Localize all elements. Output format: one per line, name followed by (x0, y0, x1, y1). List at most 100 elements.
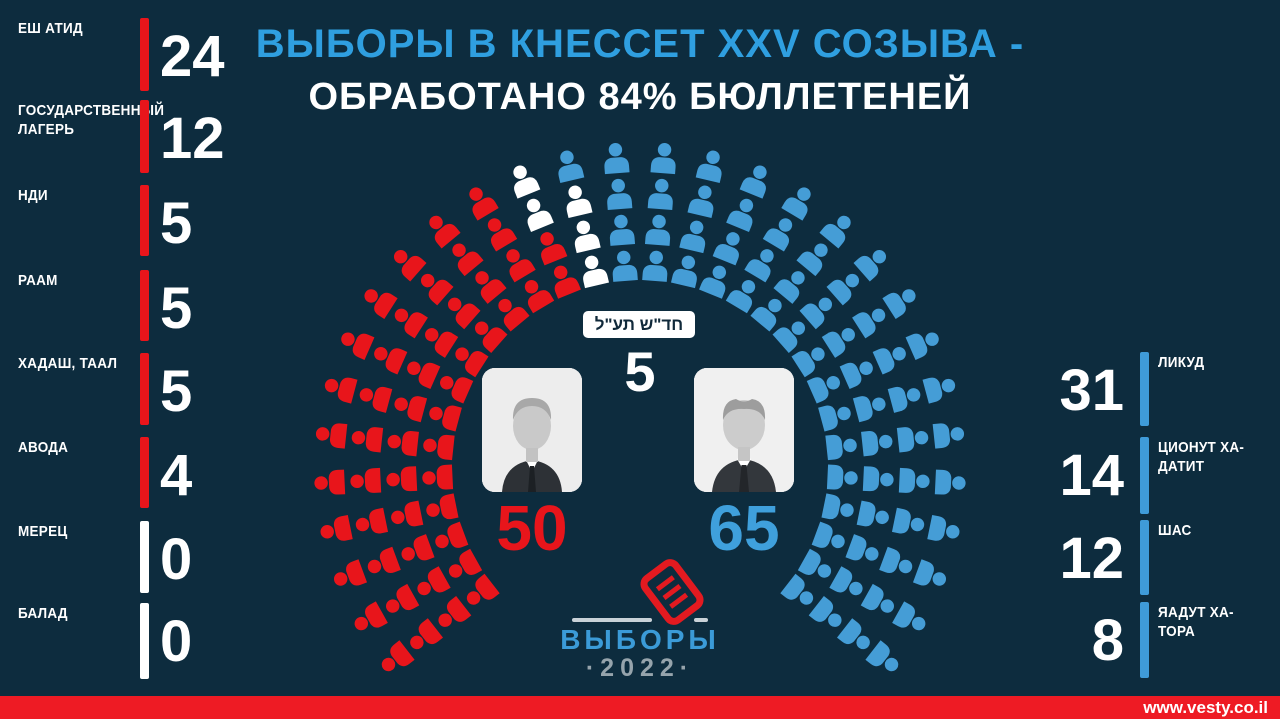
person-seat-icon (533, 228, 568, 266)
person-seat-icon (313, 469, 346, 496)
seat-bar (140, 521, 149, 593)
party-row-likud: 31 ЛИКУД (1030, 352, 1280, 442)
person-seat-icon (725, 274, 763, 314)
party-name: ЦИОНУТ ХА-ДАТИТ (1158, 439, 1245, 475)
person-seat-icon (927, 514, 962, 546)
person-seat-icon (460, 573, 500, 612)
party-name: ЯАДУТ ХА-ТОРА (1158, 604, 1234, 640)
person-seat-icon (647, 177, 675, 211)
person-seat-icon (468, 264, 507, 304)
person-seat-icon (350, 424, 384, 453)
person-seat-icon (679, 218, 711, 254)
person-seat-icon (905, 325, 944, 360)
logo-year-text: ·2022· (585, 654, 695, 682)
party-name: ГОСУДАРСТВЕННЫЙ ЛАГЕРЬ (18, 102, 165, 138)
person-seat-icon (739, 161, 774, 199)
person-seat-icon (891, 507, 927, 538)
seat-bar (1140, 602, 1149, 678)
person-seat-icon (349, 601, 388, 638)
person-seat-icon (799, 290, 839, 330)
person-seat-icon (423, 493, 459, 524)
person-seat-icon (892, 601, 931, 638)
person-seat-icon (330, 559, 368, 593)
seat-bar (1140, 437, 1149, 514)
person-seat-icon (605, 177, 633, 211)
party-row-state-camp: ГОСУДАРСТВЕННЫЙ ЛАГЕРЬ 12 (0, 100, 260, 190)
party-name: ХАДАШ, ТААЛ (18, 355, 118, 372)
person-seat-icon (546, 261, 581, 299)
party-row-balad: БАЛАД 0 (0, 603, 260, 693)
person-seat-icon (699, 261, 734, 299)
person-seat-icon (860, 583, 900, 621)
party-row-yesh-atid: ЕШ АТИД 24 (0, 18, 260, 108)
party-row-hadash-taal: ХАДАШ, ТААЛ 5 (0, 353, 260, 443)
person-seat-icon (819, 209, 858, 249)
party-name: РААМ (18, 272, 58, 289)
person-seat-icon (934, 469, 967, 496)
person-seat-icon (852, 390, 889, 423)
person-seat-icon (462, 181, 499, 221)
party-name: ЛИКУД (1158, 354, 1205, 371)
person-seat-icon (829, 566, 868, 603)
person-seat-icon (391, 390, 428, 423)
person-seat-icon (882, 281, 922, 320)
person-seat-icon (480, 212, 518, 252)
person-seat-icon (422, 209, 461, 249)
person-seat-icon (553, 147, 585, 184)
seat-count: 5 (160, 191, 193, 256)
person-seat-icon (421, 432, 455, 461)
person-seat-icon (896, 424, 930, 453)
seat-count: 4 (160, 443, 193, 508)
person-seat-icon (811, 521, 849, 556)
party-name: НДИ (18, 187, 48, 204)
person-seat-icon (369, 339, 408, 375)
site-url: www.vesty.co.il (1143, 698, 1268, 717)
seat-bar (1140, 352, 1149, 426)
person-seat-icon (818, 399, 854, 432)
party-row-avoda: АВОДА 4 (0, 437, 260, 527)
person-seat-icon (353, 507, 389, 538)
seat-count: 5 (160, 359, 193, 424)
party-row-ndi: НДИ 5 (0, 185, 260, 275)
person-seat-icon (314, 420, 348, 449)
person-seat-icon (826, 266, 866, 306)
person-seat-icon (388, 500, 424, 531)
person-seat-icon (380, 583, 420, 621)
person-seat-icon (421, 464, 454, 491)
person-seat-icon (349, 467, 382, 494)
person-seat-icon (762, 212, 800, 252)
party-name: ШАС (1158, 522, 1192, 539)
person-seat-icon (865, 640, 905, 679)
person-seat-icon (826, 464, 859, 491)
person-seat-icon (569, 218, 601, 254)
person-seat-icon (853, 243, 893, 282)
person-seat-icon (879, 546, 917, 581)
person-seat-icon (726, 194, 761, 232)
person-seat-icon (845, 534, 883, 568)
netanyahu-bloc-total: 65 (708, 492, 780, 564)
seat-bar (140, 353, 149, 425)
person-seat-icon (898, 467, 931, 494)
person-seat-icon (318, 514, 353, 546)
seat-count: 12 (160, 106, 225, 171)
person-seat-icon (499, 243, 536, 283)
seat-count: 24 (160, 24, 225, 89)
person-seat-icon (578, 253, 610, 289)
ballot-icon (640, 559, 704, 625)
person-seat-icon (412, 566, 451, 603)
person-seat-icon (887, 381, 924, 413)
person-seat-icon (670, 253, 702, 289)
seat-count: 0 (160, 609, 193, 674)
seat-bar (140, 603, 149, 679)
seat-count: 8 (1091, 608, 1124, 673)
lapid-portrait (482, 368, 582, 492)
party-name: АВОДА (18, 439, 69, 456)
person-seat-icon (825, 432, 859, 461)
party-name: МЕРЕЦ (18, 523, 68, 540)
person-seat-icon (386, 428, 419, 457)
party-row-religious-zionism: 14 ЦИОНУТ ХА-ДАТИТ (1030, 437, 1280, 527)
person-seat-icon (856, 500, 892, 531)
party-row-shas: 12 ШАС (1030, 520, 1280, 610)
person-seat-icon (449, 340, 489, 378)
